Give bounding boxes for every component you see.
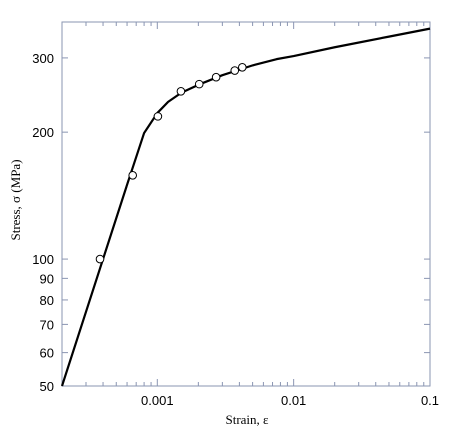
plot-frame bbox=[61, 21, 431, 387]
series-layer bbox=[60, 27, 431, 387]
x-axis-label: Strain, ε bbox=[225, 412, 269, 427]
y-tick-label: 70 bbox=[40, 317, 54, 332]
x-tick-label: 0.01 bbox=[281, 393, 306, 408]
ticks bbox=[61, 22, 431, 387]
x-tick-label: 0.1 bbox=[421, 393, 439, 408]
y-tick-label: 60 bbox=[40, 346, 54, 361]
data-point bbox=[176, 86, 186, 96]
y-axis-label: Stress, σ (MPa) bbox=[8, 159, 23, 240]
data-point bbox=[230, 66, 240, 75]
fit-curve bbox=[60, 27, 431, 387]
data-point bbox=[95, 254, 105, 264]
y-tick-label: 90 bbox=[40, 271, 54, 286]
tick-labels: 0.001 0.01 0.1 50 60 70 80 90 100 200 300 bbox=[32, 51, 439, 408]
data-point bbox=[211, 72, 221, 82]
y-tick-label: 300 bbox=[32, 51, 54, 66]
data-point bbox=[153, 112, 163, 121]
x-tick-label: 0.001 bbox=[141, 393, 174, 408]
data-point bbox=[237, 63, 247, 72]
data-point bbox=[128, 171, 137, 180]
y-tick-label: 80 bbox=[40, 293, 54, 308]
y-tick-label: 200 bbox=[32, 125, 54, 140]
y-tick-label: 50 bbox=[40, 379, 54, 394]
data-point bbox=[194, 79, 204, 89]
y-tick-label: 100 bbox=[32, 252, 54, 267]
plot-area bbox=[61, 21, 431, 387]
